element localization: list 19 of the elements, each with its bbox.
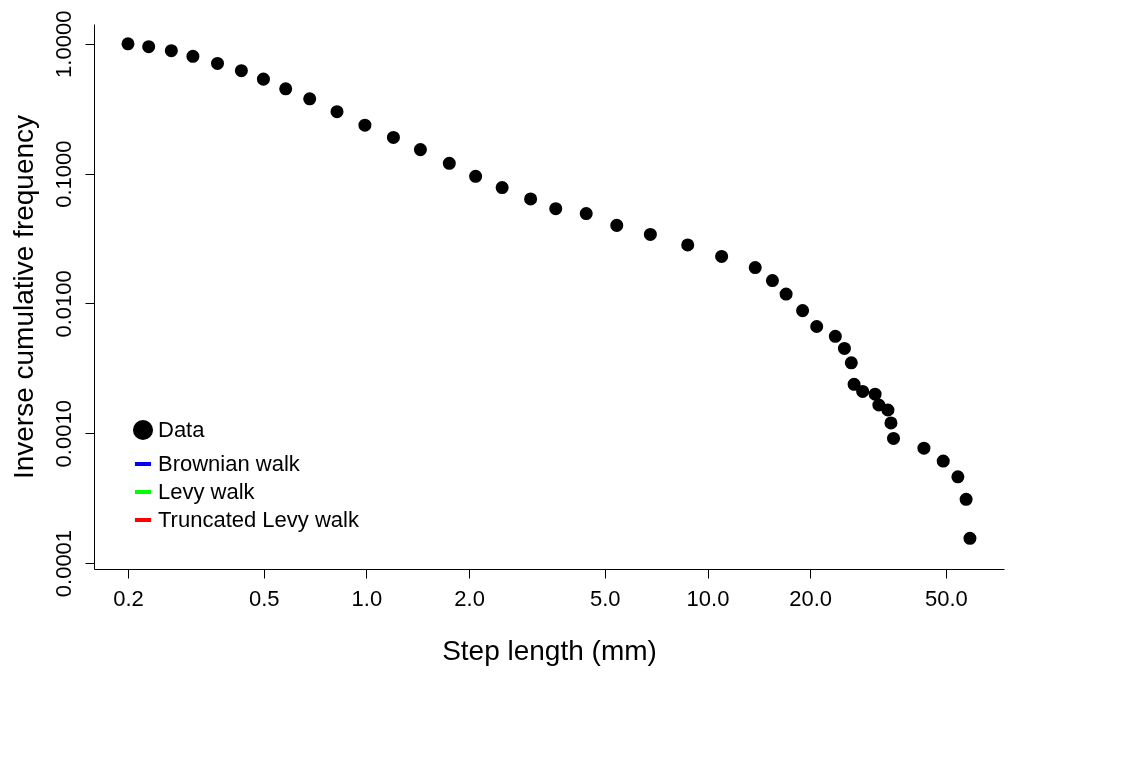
x-tick-label: 2.0 [454, 585, 485, 611]
legend-label: Data [158, 417, 206, 442]
y-tick-label: 0.0100 [50, 270, 76, 338]
legend-label: Truncated Levy walk [158, 507, 360, 532]
x-tick-label: 0.2 [113, 585, 144, 611]
y-axis-title: Inverse cumulative frequency [7, 114, 39, 480]
x-tick-label: 1.0 [351, 585, 383, 611]
x-tick-label: 50.0 [925, 585, 968, 611]
y-tick-label: 0.1000 [50, 140, 76, 208]
legend-label: Levy walk [158, 479, 256, 504]
x-tick-label: 0.5 [248, 585, 280, 611]
x-axis-title: Step length (mm) [442, 634, 657, 666]
x-tick-label: 10.0 [686, 585, 730, 611]
y-tick-label: 1.0000 [50, 10, 76, 78]
legend-label: Brownian walk [158, 451, 301, 476]
x-tick-label: 5.0 [590, 585, 621, 611]
x-tick-label: 20.0 [789, 585, 833, 611]
y-tick-label: 0.0001 [50, 529, 76, 598]
y-tick-label: 0.0010 [50, 400, 76, 468]
